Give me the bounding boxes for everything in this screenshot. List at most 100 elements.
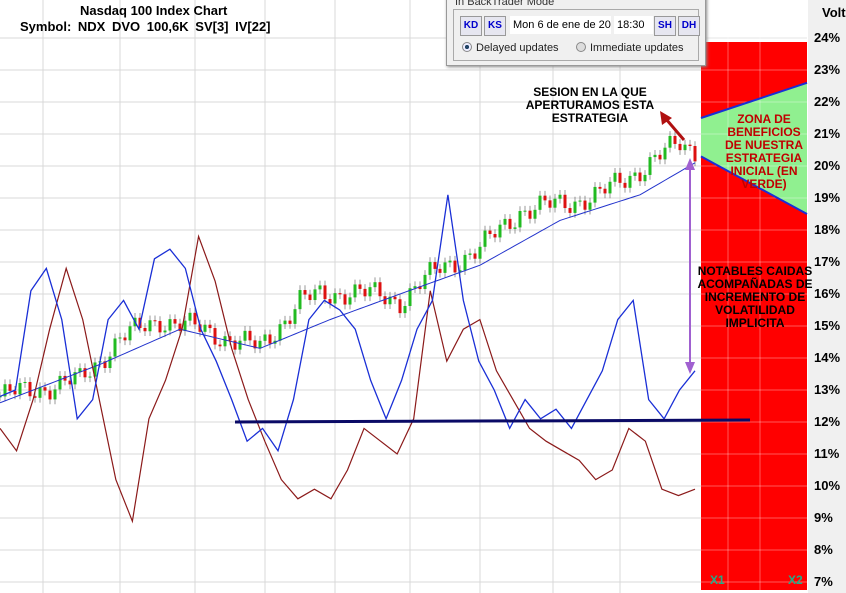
chart-title: Nasdaq 100 Index Chart	[80, 3, 228, 18]
candle-down	[398, 299, 402, 314]
candle-up	[0, 396, 2, 398]
candle-up	[93, 362, 97, 377]
candle-up	[223, 336, 227, 347]
candle-up	[168, 319, 172, 331]
y-tick-label: 20%	[814, 158, 841, 173]
immediate-updates-radio[interactable]: Immediate updates	[576, 42, 684, 54]
candle-up	[368, 287, 372, 297]
profit-zone-upper-line	[700, 81, 808, 119]
candle-down	[48, 390, 52, 400]
candle-up	[318, 285, 322, 290]
y-tick-label: 21%	[814, 126, 841, 141]
candle-up	[513, 227, 517, 229]
candle-up	[188, 312, 192, 321]
candle-down	[438, 268, 442, 273]
candle-down	[248, 330, 252, 341]
candle-down	[603, 188, 607, 194]
candle-down	[158, 321, 162, 333]
candle-down	[228, 336, 232, 341]
candle-up	[523, 210, 527, 212]
candle-up	[113, 338, 117, 357]
candle-down	[193, 312, 197, 325]
back-day-button[interactable]: KD	[460, 16, 482, 36]
y-tick-label: 18%	[814, 222, 841, 237]
candle-down	[688, 144, 692, 146]
candle-up	[503, 218, 507, 225]
backtrader-dialog: In BackTrader Mode KD KS Mon 6 de ene de…	[446, 0, 706, 66]
candle-up	[613, 172, 617, 182]
candle-down	[488, 230, 492, 234]
candle-up	[333, 293, 337, 304]
y-tick-label: 16%	[814, 286, 841, 301]
candle-up	[423, 274, 427, 290]
candle-up	[298, 290, 302, 310]
symbol-line: Symbol: NDX DVO 100,6K SV[3] IV[22]	[20, 19, 271, 34]
candle-down	[433, 262, 437, 269]
immediate-label: Immediate updates	[590, 42, 684, 54]
candle-down	[328, 299, 332, 304]
candle-down	[343, 294, 347, 305]
y-tick-label: 14%	[814, 350, 841, 365]
candle-down	[13, 390, 17, 395]
candle-down	[233, 340, 237, 350]
candle-up	[313, 289, 317, 301]
candle-up	[553, 198, 557, 208]
candle-down	[378, 282, 382, 297]
iv-line	[0, 194, 696, 453]
candle-down	[213, 328, 217, 345]
delayed-updates-radio[interactable]: Delayed updates	[462, 42, 559, 54]
candle-up	[183, 320, 187, 331]
red-arrow	[664, 118, 686, 141]
annotation-session: SESION EN LA QUE APERTURAMOS ESTA ESTRAT…	[525, 85, 655, 125]
candle-up	[108, 356, 112, 369]
forward-day-button[interactable]: DH	[678, 16, 700, 36]
candle-down	[528, 210, 532, 219]
candle-up	[78, 368, 82, 373]
candle-up	[38, 387, 42, 398]
candle-up	[58, 375, 62, 390]
date-field[interactable]: Mon 6 de ene de 20	[510, 16, 611, 34]
y-tick-label: 17%	[814, 254, 841, 269]
candle-up	[443, 262, 447, 273]
y-tick-label: 11%	[814, 446, 840, 461]
support-line	[234, 418, 751, 424]
annotation-drops: NOTABLES CAIDAS ACOMPAÑADAS DE INCREMENT…	[697, 264, 813, 330]
y-tick-label: 23%	[814, 62, 841, 77]
marker-x2: X2	[788, 573, 803, 587]
candle-up	[643, 174, 647, 182]
candle-down	[618, 172, 622, 183]
y-tick-label: 9%	[814, 510, 833, 525]
candle-up	[403, 306, 407, 314]
candle-down	[253, 340, 257, 349]
candle-down	[598, 186, 602, 189]
candle-down	[103, 361, 107, 369]
back-session-button[interactable]: KS	[484, 16, 506, 36]
candle-down	[303, 290, 307, 295]
time-field[interactable]: 18:30	[614, 16, 653, 34]
candle-up	[428, 262, 432, 275]
candle-down	[658, 154, 662, 160]
candle-down	[323, 285, 327, 300]
candle-down	[8, 384, 12, 391]
candle-up	[628, 175, 632, 188]
candle-down	[418, 286, 422, 290]
candle-up	[408, 288, 412, 307]
candle-up	[663, 147, 667, 160]
candle-up	[258, 340, 262, 349]
purple-arrowhead-bottom	[685, 362, 695, 374]
candle-down	[68, 380, 72, 385]
candle-down	[218, 344, 222, 347]
candle-up	[128, 326, 132, 341]
candle-down	[453, 260, 457, 273]
red-arrowhead	[660, 111, 672, 125]
axis-label: Volt	[822, 5, 846, 20]
candle-down	[383, 296, 387, 305]
candle-up	[263, 334, 267, 341]
marker-x1: X1	[710, 573, 725, 587]
candle-up	[413, 286, 417, 289]
candle-down	[543, 195, 547, 201]
candle-down	[308, 294, 312, 301]
forward-session-button[interactable]: SH	[654, 16, 676, 36]
y-axis	[808, 0, 846, 593]
candle-up	[573, 201, 577, 213]
